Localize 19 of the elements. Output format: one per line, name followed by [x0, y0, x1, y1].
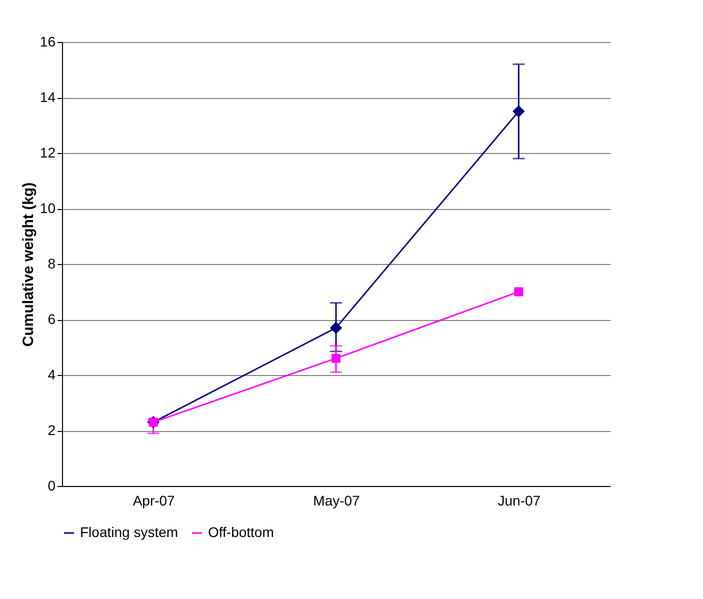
point — [512, 105, 525, 118]
point — [514, 287, 524, 296]
y-tick-label: 14 — [40, 89, 56, 105]
y-tick-label: 16 — [40, 34, 56, 50]
y-axis-title: Cumulative weight (kg) — [20, 182, 37, 347]
y-tick-label: 12 — [40, 144, 56, 160]
y-tick-label: 2 — [48, 422, 56, 438]
point — [332, 354, 340, 363]
y-tick-label: 6 — [48, 311, 56, 327]
x-tick-label: May-07 — [313, 492, 360, 508]
y-tick-label: 4 — [48, 366, 56, 382]
y-tick-label: 10 — [40, 200, 56, 216]
x-tick-label: Apr-07 — [132, 492, 176, 508]
legend-label: Off-bottom — [208, 524, 274, 540]
y-tick-label: 8 — [48, 256, 56, 272]
point — [330, 322, 342, 334]
x-tick-label: Jun-07 — [498, 492, 541, 508]
y-tick-label: 0 — [48, 478, 56, 494]
legend-label: Floating system — [80, 524, 178, 540]
